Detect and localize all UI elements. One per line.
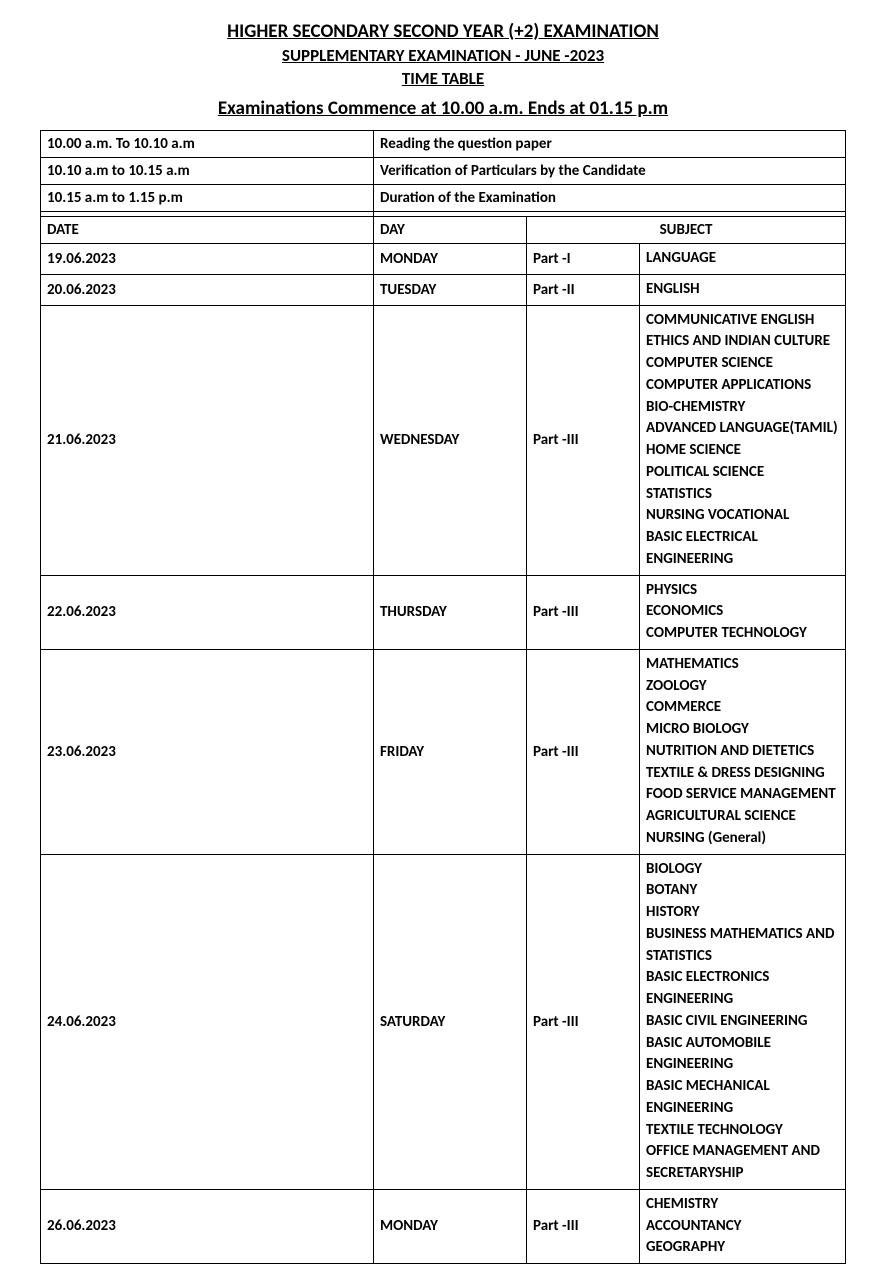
- subject-item: HISTORY: [646, 902, 839, 924]
- col-header-subject: SUBJECT: [527, 217, 846, 244]
- subject-item: COMPUTER TECHNOLOGY: [646, 623, 839, 645]
- subject-item: ZOOLOGY: [646, 676, 839, 698]
- table-row: 26.06.2023MONDAYPart -IIICHEMISTRYACCOUN…: [41, 1189, 846, 1263]
- col-header-day: DAY: [374, 217, 527, 244]
- cell-date: 24.06.2023: [41, 854, 374, 1189]
- table-row: 19.06.2023MONDAYPart -I LANGUAGE: [41, 244, 846, 275]
- subject-item: ADVANCED LANGUAGE(TAMIL): [646, 418, 839, 440]
- cell-date: 20.06.2023: [41, 274, 374, 305]
- cell-subjects: ENGLISH: [640, 274, 846, 305]
- cell-day: WEDNESDAY: [374, 305, 527, 575]
- subject-item: FOOD SERVICE MANAGEMENT: [646, 784, 839, 806]
- info-desc: Duration of the Examination: [374, 185, 846, 212]
- subject-item: LANGUAGE: [646, 248, 839, 270]
- cell-subjects: MATHEMATICSZOOLOGYCOMMERCEMICRO BIOLOGYN…: [640, 649, 846, 854]
- cell-date: 19.06.2023: [41, 244, 374, 275]
- subject-item: TEXTILE TECHNOLOGY: [646, 1120, 839, 1142]
- subject-item: NUTRITION AND DIETETICS: [646, 741, 839, 763]
- table-row: 24.06.2023SATURDAYPart -IIIBIOLOGYBOTANY…: [41, 854, 846, 1189]
- subject-item: GEOGRAPHY: [646, 1237, 839, 1259]
- subject-item: BASIC ELECTRICAL ENGINEERING: [646, 527, 839, 571]
- subject-item: BUSINESS MATHEMATICS AND STATISTICS: [646, 924, 839, 968]
- cell-day: THURSDAY: [374, 575, 527, 649]
- table-row: 21.06.2023WEDNESDAYPart -IIICOMMUNICATIV…: [41, 305, 846, 575]
- info-time: 10.10 a.m to 10.15 a.m: [41, 158, 374, 185]
- timetable: 10.00 a.m. To 10.10 a.mReading the quest…: [40, 130, 846, 1264]
- info-time: 10.15 a.m to 1.15 p.m: [41, 185, 374, 212]
- subject-item: NURSING (General): [646, 828, 839, 850]
- cell-subjects: CHEMISTRYACCOUNTANCYGEOGRAPHY: [640, 1189, 846, 1263]
- subject-item: BIOLOGY: [646, 859, 839, 881]
- title-line-1: HIGHER SECONDARY SECOND YEAR (+2) EXAMIN…: [40, 20, 846, 43]
- subject-item: COMMUNICATIVE ENGLISH: [646, 310, 839, 332]
- subject-item: CHEMISTRY: [646, 1194, 839, 1216]
- info-time: 10.00 a.m. To 10.10 a.m: [41, 131, 374, 158]
- subject-item: OFFICE MANAGEMENT AND SECRETARYSHIP: [646, 1141, 839, 1185]
- table-row: 23.06.2023FRIDAYPart -IIIMATHEMATICSZOOL…: [41, 649, 846, 854]
- cell-subjects: PHYSICSECONOMICSCOMPUTER TECHNOLOGY: [640, 575, 846, 649]
- subject-item: NURSING VOCATIONAL: [646, 505, 839, 527]
- cell-subjects: LANGUAGE: [640, 244, 846, 275]
- cell-day: FRIDAY: [374, 649, 527, 854]
- column-header-row: DATE DAY SUBJECT: [41, 217, 846, 244]
- cell-day: SATURDAY: [374, 854, 527, 1189]
- subject-item: BOTANY: [646, 880, 839, 902]
- subject-item: ECONOMICS: [646, 601, 839, 623]
- info-row: 10.10 a.m to 10.15 a.mVerification of Pa…: [41, 158, 846, 185]
- cell-part: Part -III: [527, 649, 640, 854]
- subject-item: BASIC ELECTRONICS ENGINEERING: [646, 967, 839, 1011]
- info-row: 10.00 a.m. To 10.10 a.mReading the quest…: [41, 131, 846, 158]
- subject-item: HOME SCIENCE: [646, 440, 839, 462]
- subject-item: COMPUTER APPLICATIONS: [646, 375, 839, 397]
- subject-item: ETHICS AND INDIAN CULTURE: [646, 331, 839, 353]
- cell-subjects: BIOLOGYBOTANYHISTORYBUSINESS MATHEMATICS…: [640, 854, 846, 1189]
- cell-date: 22.06.2023: [41, 575, 374, 649]
- subject-item: TEXTILE & DRESS DESIGNING: [646, 763, 839, 785]
- cell-part: Part -III: [527, 575, 640, 649]
- subject-item: POLITICAL SCIENCE: [646, 462, 839, 484]
- subject-item: AGRICULTURAL SCIENCE: [646, 806, 839, 828]
- cell-part: Part -I: [527, 244, 640, 275]
- info-desc: Reading the question paper: [374, 131, 846, 158]
- document-header: HIGHER SECONDARY SECOND YEAR (+2) EXAMIN…: [40, 20, 846, 120]
- subject-item: STATISTICS: [646, 484, 839, 506]
- subject-item: ACCOUNTANCY: [646, 1216, 839, 1238]
- subject-item: COMPUTER SCIENCE: [646, 353, 839, 375]
- cell-date: 26.06.2023: [41, 1189, 374, 1263]
- subject-item: BASIC AUTOMOBILE ENGINEERING: [646, 1033, 839, 1077]
- cell-part: Part -III: [527, 854, 640, 1189]
- info-desc: Verification of Particulars by the Candi…: [374, 158, 846, 185]
- cell-date: 23.06.2023: [41, 649, 374, 854]
- cell-day: MONDAY: [374, 1189, 527, 1263]
- subject-item: BASIC CIVIL ENGINEERING: [646, 1011, 839, 1033]
- subject-item: PHYSICS: [646, 580, 839, 602]
- subject-item: BASIC MECHANICAL ENGINEERING: [646, 1076, 839, 1120]
- subject-item: COMMERCE: [646, 697, 839, 719]
- subject-item: ENGLISH: [646, 279, 839, 301]
- table-row: 20.06.2023TUESDAYPart -II ENGLISH: [41, 274, 846, 305]
- col-header-date: DATE: [41, 217, 374, 244]
- subject-item: BIO-CHEMISTRY: [646, 397, 839, 419]
- cell-part: Part -III: [527, 305, 640, 575]
- subject-item: MATHEMATICS: [646, 654, 839, 676]
- title-line-3: TIME TABLE: [40, 68, 846, 89]
- cell-day: MONDAY: [374, 244, 527, 275]
- cell-day: TUESDAY: [374, 274, 527, 305]
- info-row: 10.15 a.m to 1.15 p.mDuration of the Exa…: [41, 185, 846, 212]
- title-line-4: Examinations Commence at 10.00 a.m. Ends…: [40, 97, 846, 120]
- subject-item: MICRO BIOLOGY: [646, 719, 839, 741]
- title-line-2: SUPPLEMENTARY EXAMINATION - JUNE -2023: [40, 45, 846, 66]
- cell-part: Part -III: [527, 1189, 640, 1263]
- cell-part: Part -II: [527, 274, 640, 305]
- table-row: 22.06.2023THURSDAYPart -IIIPHYSICSECONOM…: [41, 575, 846, 649]
- cell-date: 21.06.2023: [41, 305, 374, 575]
- cell-subjects: COMMUNICATIVE ENGLISHETHICS AND INDIAN C…: [640, 305, 846, 575]
